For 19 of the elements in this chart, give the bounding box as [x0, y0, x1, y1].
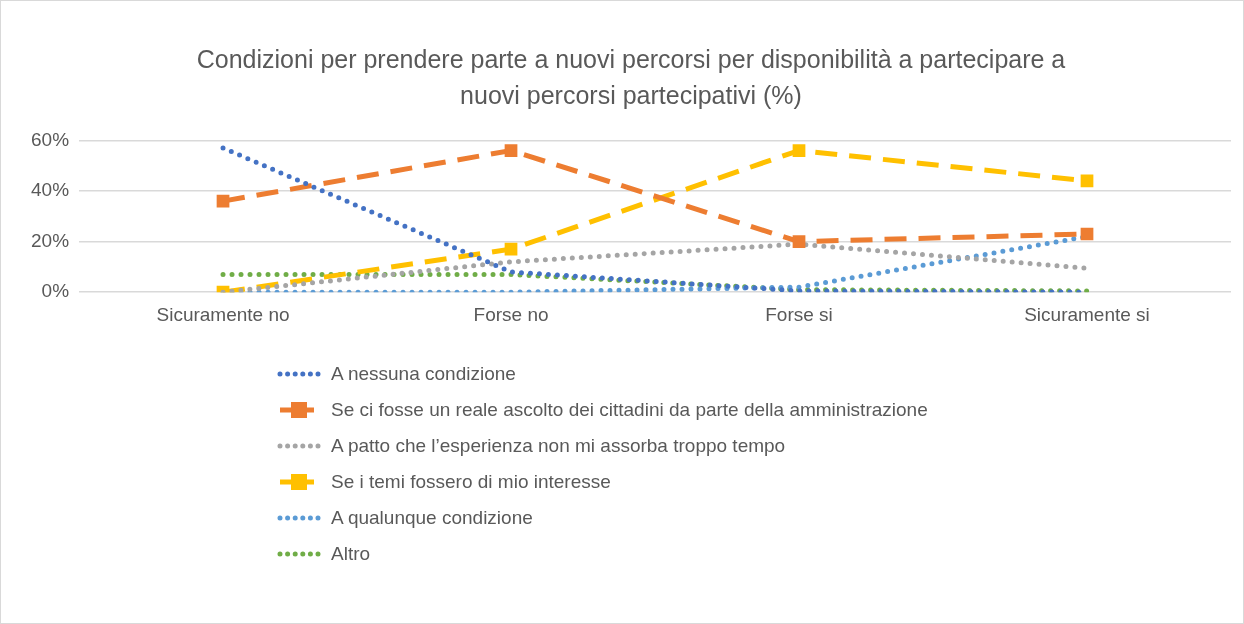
y-tick-label: 0%	[41, 280, 70, 302]
legend-label: A nessuna condizione	[331, 363, 516, 385]
legend-label: A qualunque condizione	[331, 507, 533, 529]
legend-label: Se ci fosse un reale ascolto dei cittadini da parte della amministrazione	[331, 399, 928, 421]
y-tick-label: 40%	[31, 179, 70, 201]
y-tick-label: 60%	[31, 128, 70, 150]
point	[792, 144, 806, 157]
x-tick-label: Sicuramente si	[1024, 303, 1150, 325]
x-tick-label: Forse si	[765, 303, 833, 325]
y-tick-label: 20%	[31, 229, 70, 251]
legend-label: Altro	[331, 543, 371, 565]
legend-label: Se i temi fossero di mio interesse	[331, 471, 611, 493]
point	[504, 242, 518, 256]
legend-label: A patto che l’esperienza non mi assorba troppo tempo	[331, 435, 786, 457]
point	[504, 144, 518, 157]
x-tick-label: Forse no	[473, 303, 549, 325]
point	[792, 235, 806, 248]
x-tick-label: Sicuramente no	[156, 303, 290, 325]
chart-title: Condizioni per prendere parte a nuovi percorsi per disponibilità a partecipare a nuovi percorsi partecipativi (%)	[195, 44, 1067, 111]
